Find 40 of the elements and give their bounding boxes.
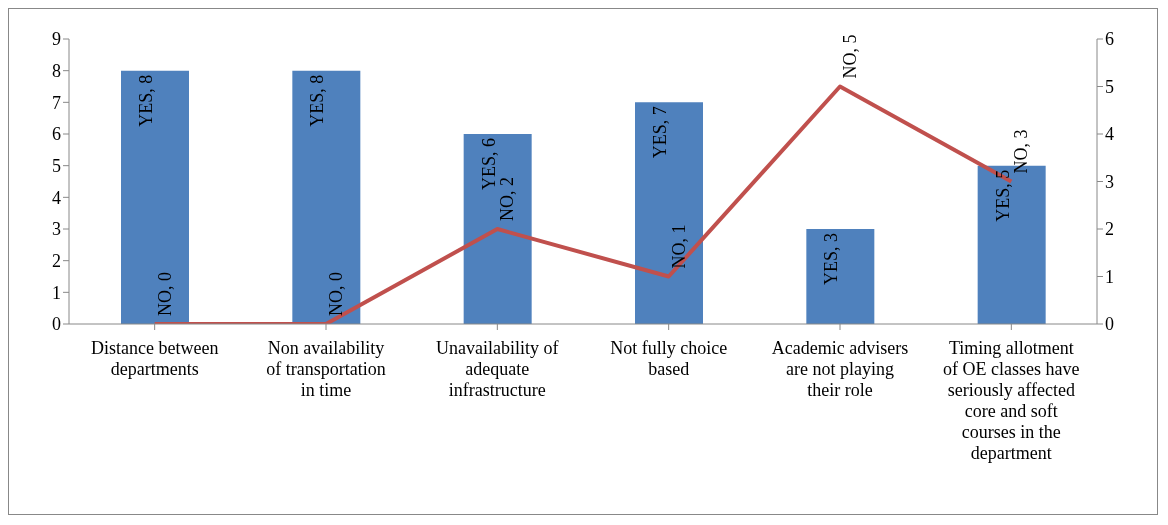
data-label: YES, 8 xyxy=(136,74,156,127)
bar xyxy=(121,70,189,324)
data-label: NO, 3 xyxy=(1011,129,1032,174)
data-label: NO, 2 xyxy=(497,177,518,221)
x-tick-label: Non availability of transportation in time xyxy=(266,338,386,400)
y2-tick-label: 6 xyxy=(1105,29,1114,50)
y-tick-label: 6 xyxy=(52,124,61,145)
y2-tick-label: 3 xyxy=(1105,171,1114,192)
y-tick-label: 2 xyxy=(52,251,61,272)
y2-tick-label: 1 xyxy=(1105,266,1114,287)
data-label: NO, 1 xyxy=(668,224,689,269)
data-label: YES, 7 xyxy=(650,106,670,159)
y-tick-label: 8 xyxy=(52,61,61,82)
y-tick-label: 9 xyxy=(52,29,61,50)
x-tick-label: Unavailability of adequate infrastructure xyxy=(436,338,559,400)
bar xyxy=(292,70,361,324)
y2-tick-label: 4 xyxy=(1105,124,1114,145)
data-label: YES, 3 xyxy=(821,233,842,286)
bar xyxy=(806,229,875,324)
y-tick-label: 5 xyxy=(52,156,61,177)
x-tick-label: Academic advisers are not playing their role xyxy=(771,338,909,400)
y-tick-label: 0 xyxy=(52,314,61,335)
x-tick-label: Timing allotment of OE classes have seriously affected core and soft courses in the department xyxy=(943,338,1080,463)
data-label: NO, 5 xyxy=(840,34,860,79)
data-label: NO, 0 xyxy=(154,272,175,316)
data-label: YES, 8 xyxy=(307,74,328,127)
y2-tick-label: 2 xyxy=(1105,219,1114,240)
y-tick-label: 7 xyxy=(52,92,61,113)
y2-tick-label: 5 xyxy=(1105,76,1114,97)
y-tick-label: 3 xyxy=(52,219,61,240)
x-tick-label: Not fully choice based xyxy=(610,338,728,379)
bar xyxy=(463,134,532,324)
data-label: YES, 6 xyxy=(478,138,499,191)
data-label: NO, 0 xyxy=(326,272,346,316)
x-tick-label: Distance between departments xyxy=(90,338,219,379)
y-tick-label: 1 xyxy=(52,282,61,303)
bar xyxy=(635,102,703,324)
y2-tick-label: 0 xyxy=(1105,314,1114,335)
y-tick-label: 4 xyxy=(52,187,61,208)
data-label: YES, 5 xyxy=(992,169,1013,222)
